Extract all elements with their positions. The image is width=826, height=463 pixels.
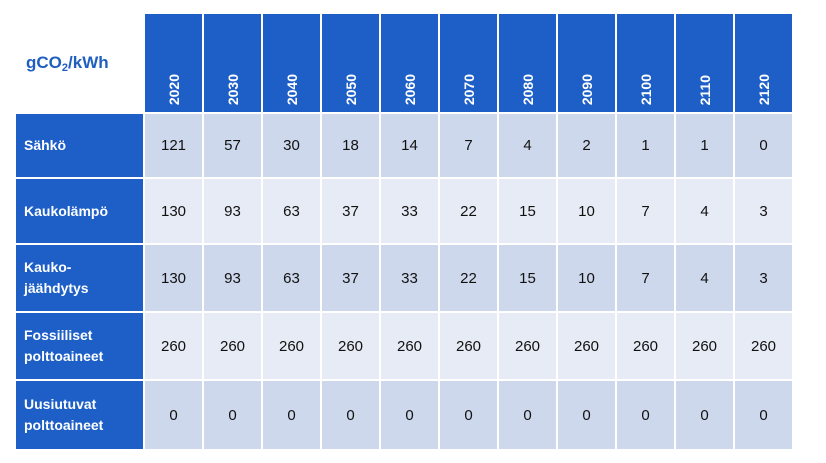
table-cell: 22: [440, 179, 497, 243]
table-cell: 3: [735, 179, 792, 243]
table-cell: 15: [499, 245, 556, 311]
row-label: Uusiutuvat polttoaineet: [16, 381, 143, 449]
table-cell: 33: [381, 245, 438, 311]
row-label-line: polttoaineet: [24, 348, 104, 364]
table-row: Uusiutuvat polttoaineet 0 0 0 0 0 0 0 0 0 0 0: [16, 381, 792, 449]
emissions-table-container: gCO2/kWh 2020 2030 2040 2050 2060 2070 2…: [14, 12, 794, 451]
year-header: 2090: [558, 14, 615, 112]
table-cell: 260: [499, 313, 556, 379]
table-cell: 260: [145, 313, 202, 379]
row-label: Kaukolämpö: [16, 179, 143, 243]
row-label: Fossiiliset polttoaineet: [16, 313, 143, 379]
table-cell: 93: [204, 179, 261, 243]
emissions-table: gCO2/kWh 2020 2030 2040 2050 2060 2070 2…: [14, 12, 794, 451]
table-cell: 63: [263, 179, 320, 243]
table-cell: 63: [263, 245, 320, 311]
table-cell: 37: [322, 179, 379, 243]
table-cell: 0: [735, 381, 792, 449]
table-cell: 0: [204, 381, 261, 449]
table-cell: 0: [381, 381, 438, 449]
table-cell: 0: [263, 381, 320, 449]
table-cell: 57: [204, 114, 261, 177]
row-label: Kauko-jäähdytys: [16, 245, 143, 311]
table-cell: 130: [145, 179, 202, 243]
row-label-line: jäähdytys: [24, 280, 89, 296]
row-label-line: Kaukolämpö: [24, 202, 109, 219]
year-header: 2070: [440, 14, 497, 112]
table-cell: 7: [617, 179, 674, 243]
table-cell: 260: [322, 313, 379, 379]
table-cell: 14: [381, 114, 438, 177]
table-cell: 0: [322, 381, 379, 449]
row-label-line: Fossiiliset: [24, 327, 93, 343]
table-row: Sähkö 121 57 30 18 14 7 4 2 1 1 0: [16, 114, 792, 177]
table-cell: 1: [676, 114, 733, 177]
header-row: gCO2/kWh 2020 2030 2040 2050 2060 2070 2…: [16, 14, 792, 112]
table-cell: 22: [440, 245, 497, 311]
table-cell: 30: [263, 114, 320, 177]
table-cell: 7: [617, 245, 674, 311]
table-cell: 0: [558, 381, 615, 449]
table-row: Kaukolämpö 130 93 63 37 33 22 15 10 7 4 3: [16, 179, 792, 243]
table-cell: 260: [381, 313, 438, 379]
table-cell: 260: [676, 313, 733, 379]
year-header: 2020: [145, 14, 202, 112]
table-cell: 0: [735, 114, 792, 177]
table-cell: 0: [617, 381, 674, 449]
table-cell: 15: [499, 179, 556, 243]
year-header: 2110: [676, 14, 733, 112]
table-cell: 0: [145, 381, 202, 449]
table-cell: 18: [322, 114, 379, 177]
table-cell: 260: [735, 313, 792, 379]
table-cell: 10: [558, 179, 615, 243]
table-cell: 0: [440, 381, 497, 449]
table-cell: 130: [145, 245, 202, 311]
table-cell: 3: [735, 245, 792, 311]
table-cell: 260: [440, 313, 497, 379]
table-cell: 4: [499, 114, 556, 177]
year-header: 2120: [735, 14, 792, 112]
table-cell: 260: [617, 313, 674, 379]
table-cell: 10: [558, 245, 615, 311]
year-header: 2050: [322, 14, 379, 112]
year-header: 2100: [617, 14, 674, 112]
table-cell: 0: [676, 381, 733, 449]
table-cell: 121: [145, 114, 202, 177]
row-label: Sähkö: [16, 114, 143, 177]
row-label-line: polttoaineet: [24, 417, 104, 433]
year-header: 2040: [263, 14, 320, 112]
table-cell: 7: [440, 114, 497, 177]
row-label-line: Kauko-: [24, 259, 72, 275]
table-cell: 2: [558, 114, 615, 177]
row-label-line: Uusiutuvat: [24, 396, 97, 412]
table-cell: 1: [617, 114, 674, 177]
table-cell: 37: [322, 245, 379, 311]
year-header: 2030: [204, 14, 261, 112]
table-cell: 260: [263, 313, 320, 379]
table-cell: 93: [204, 245, 261, 311]
table-cell: 4: [676, 179, 733, 243]
table-cell: 33: [381, 179, 438, 243]
table-cell: 260: [558, 313, 615, 379]
year-header: 2080: [499, 14, 556, 112]
table-cell: 0: [499, 381, 556, 449]
unit-label: gCO2/kWh: [16, 14, 143, 112]
row-label-line: Sähkö: [24, 137, 67, 153]
table-cell: 4: [676, 245, 733, 311]
table-cell: 260: [204, 313, 261, 379]
table-row: Fossiiliset polttoaineet 260 260 260 260 260 26…: [16, 313, 792, 379]
table-row: Kauko-jäähdytys 130 93 63 37 33 22 15 10 7 4 3: [16, 245, 792, 311]
year-header: 2060: [381, 14, 438, 112]
